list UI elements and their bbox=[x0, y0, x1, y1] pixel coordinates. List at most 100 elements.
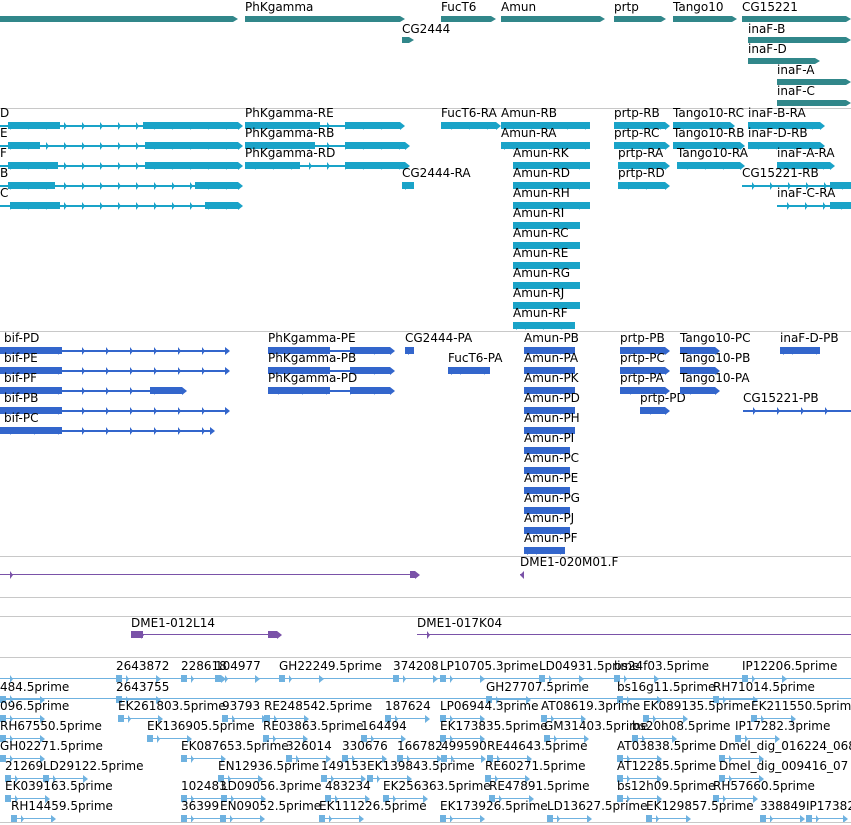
est-feature[interactable] bbox=[263, 733, 311, 745]
clone-feature[interactable] bbox=[131, 629, 285, 641]
gene-bar-tango10[interactable] bbox=[673, 16, 737, 22]
gene-bar-cg2444[interactable] bbox=[402, 37, 414, 43]
transcript-feature[interactable] bbox=[513, 300, 588, 312]
est-feature[interactable] bbox=[440, 813, 488, 825]
protein-feature[interactable] bbox=[268, 365, 398, 377]
gene-bar-inaf-a[interactable] bbox=[777, 79, 851, 85]
protein-feature[interactable] bbox=[524, 445, 578, 457]
est-feature[interactable] bbox=[286, 753, 334, 765]
transcript-feature[interactable] bbox=[673, 120, 738, 132]
protein-feature[interactable] bbox=[268, 345, 398, 357]
est-feature[interactable] bbox=[541, 713, 589, 725]
transcript-feature[interactable] bbox=[614, 120, 673, 132]
transcript-feature[interactable] bbox=[742, 180, 851, 192]
transcript-feature[interactable] bbox=[0, 200, 246, 212]
transcript-feature[interactable] bbox=[777, 200, 851, 212]
protein-feature[interactable] bbox=[743, 405, 851, 417]
gene-bar-inaf-d[interactable] bbox=[748, 58, 820, 64]
gene-bar-inaf-b[interactable] bbox=[748, 37, 851, 43]
transcript-feature[interactable] bbox=[501, 120, 598, 132]
transcript-feature[interactable] bbox=[245, 160, 413, 172]
clone-feature[interactable] bbox=[0, 569, 423, 581]
protein-feature[interactable] bbox=[0, 425, 218, 437]
est-feature[interactable] bbox=[11, 813, 59, 825]
est-feature[interactable] bbox=[485, 773, 533, 785]
transcript-feature[interactable] bbox=[513, 320, 583, 332]
protein-feature[interactable] bbox=[524, 365, 583, 377]
est-feature[interactable] bbox=[220, 813, 268, 825]
protein-feature[interactable] bbox=[0, 365, 233, 377]
est-feature[interactable] bbox=[489, 793, 537, 805]
clone-feature[interactable] bbox=[520, 569, 532, 581]
est-feature[interactable] bbox=[319, 813, 367, 825]
transcript-feature[interactable] bbox=[677, 160, 748, 172]
est-feature[interactable] bbox=[751, 713, 799, 725]
est-feature[interactable] bbox=[719, 753, 767, 765]
est-feature[interactable] bbox=[0, 753, 48, 765]
gene-bar-prtp[interactable] bbox=[614, 16, 666, 22]
transcript-feature[interactable] bbox=[748, 140, 828, 152]
est-feature[interactable] bbox=[617, 753, 665, 765]
protein-feature[interactable] bbox=[524, 405, 583, 417]
protein-feature[interactable] bbox=[524, 425, 583, 437]
transcript-feature[interactable] bbox=[513, 220, 588, 232]
protein-feature[interactable] bbox=[448, 365, 498, 377]
protein-feature[interactable] bbox=[524, 525, 578, 537]
transcript-feature[interactable] bbox=[513, 260, 588, 272]
est-feature[interactable] bbox=[218, 773, 266, 785]
est-feature[interactable] bbox=[643, 713, 691, 725]
gene-bar-fuct6[interactable] bbox=[441, 16, 496, 22]
transcript-feature[interactable] bbox=[513, 280, 588, 292]
gene-bar[interactable] bbox=[0, 16, 238, 22]
transcript-feature[interactable] bbox=[777, 160, 838, 172]
transcript-feature[interactable] bbox=[513, 240, 588, 252]
protein-feature[interactable] bbox=[680, 385, 723, 397]
transcript-feature[interactable] bbox=[748, 120, 828, 132]
est-feature[interactable] bbox=[487, 753, 535, 765]
est-feature[interactable] bbox=[221, 793, 269, 805]
est-feature[interactable] bbox=[361, 733, 409, 745]
est-feature[interactable] bbox=[0, 673, 851, 685]
est-feature[interactable] bbox=[646, 813, 694, 825]
est-feature[interactable] bbox=[397, 753, 445, 765]
est-feature[interactable] bbox=[735, 733, 783, 745]
est-feature[interactable] bbox=[43, 773, 91, 785]
transcript-feature[interactable] bbox=[673, 140, 748, 152]
transcript-feature[interactable] bbox=[618, 160, 673, 172]
protein-feature[interactable] bbox=[524, 485, 578, 497]
protein-feature[interactable] bbox=[780, 345, 828, 357]
est-feature[interactable] bbox=[760, 813, 808, 825]
est-feature[interactable] bbox=[118, 713, 166, 725]
protein-feature[interactable] bbox=[620, 385, 673, 397]
est-feature[interactable] bbox=[321, 773, 369, 785]
est-feature[interactable] bbox=[383, 793, 431, 805]
transcript-feature[interactable] bbox=[513, 200, 598, 212]
est-feature[interactable] bbox=[0, 713, 48, 725]
protein-feature[interactable] bbox=[680, 365, 723, 377]
protein-feature[interactable] bbox=[620, 365, 673, 377]
protein-feature[interactable] bbox=[524, 545, 573, 557]
est-feature[interactable] bbox=[325, 793, 373, 805]
protein-feature[interactable] bbox=[405, 345, 422, 357]
protein-feature[interactable] bbox=[0, 405, 233, 417]
transcript-feature[interactable] bbox=[0, 160, 246, 172]
transcript-feature[interactable] bbox=[441, 120, 504, 132]
est-feature[interactable] bbox=[806, 813, 851, 825]
gene-bar-cg15221[interactable] bbox=[742, 16, 851, 22]
transcript-feature[interactable] bbox=[245, 120, 408, 132]
est-feature[interactable] bbox=[0, 693, 851, 705]
gene-bar-phkgamma[interactable] bbox=[245, 16, 405, 22]
protein-feature[interactable] bbox=[640, 405, 673, 417]
est-feature[interactable] bbox=[441, 753, 489, 765]
protein-feature[interactable] bbox=[680, 345, 723, 357]
est-feature[interactable] bbox=[385, 713, 433, 725]
transcript-feature[interactable] bbox=[402, 180, 422, 192]
protein-feature[interactable] bbox=[0, 385, 190, 397]
est-feature[interactable] bbox=[632, 733, 680, 745]
transcript-feature[interactable] bbox=[513, 180, 598, 192]
est-feature[interactable] bbox=[342, 753, 390, 765]
transcript-feature[interactable] bbox=[614, 140, 673, 152]
gene-bar-inaf-c[interactable] bbox=[777, 100, 851, 106]
clone-feature[interactable] bbox=[417, 629, 851, 641]
est-feature[interactable] bbox=[5, 793, 53, 805]
